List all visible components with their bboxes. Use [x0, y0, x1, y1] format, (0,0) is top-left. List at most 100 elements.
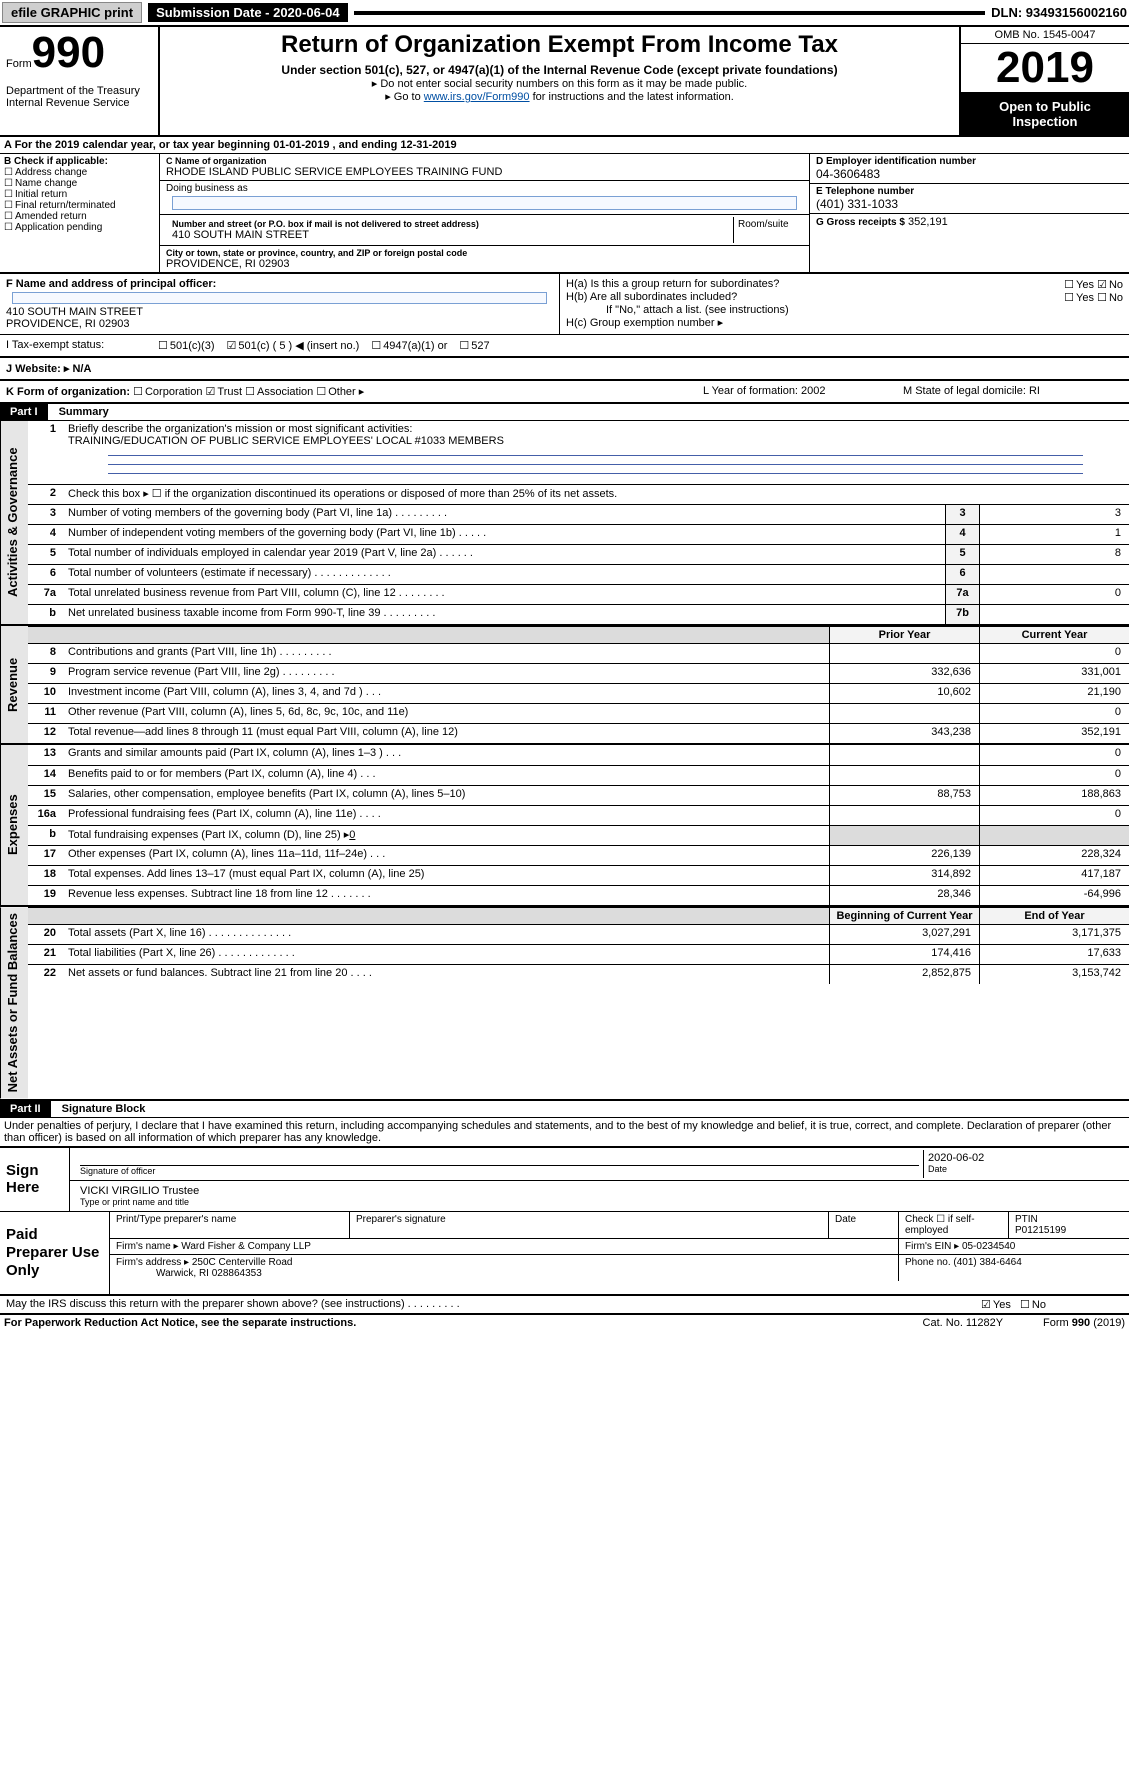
- chk-address-change[interactable]: Address change: [4, 167, 155, 178]
- officer-addr1: 410 SOUTH MAIN STREET: [6, 306, 553, 318]
- tax-year: 2019: [961, 44, 1129, 93]
- dln-label: DLN: 93493156002160: [991, 5, 1127, 20]
- line-19-curr: -64,996: [979, 886, 1129, 905]
- box-d-e-g: D Employer identification number 04-3606…: [809, 154, 1129, 272]
- line-22-eoy: 3,153,742: [979, 965, 1129, 984]
- chk-other[interactable]: [316, 386, 328, 398]
- chk-application-pending[interactable]: Application pending: [4, 222, 155, 233]
- line-9-label: Program service revenue (Part VIII, line…: [62, 664, 829, 683]
- line-21-eoy: 17,633: [979, 945, 1129, 964]
- box-b-header: B Check if applicable:: [4, 156, 155, 167]
- officer-name-title: VICKI VIRGILIO Trustee: [80, 1185, 1119, 1197]
- website-row: J Website: ▸ N/A: [0, 358, 1129, 381]
- sign-date-label: Date: [928, 1164, 1119, 1174]
- prior-year-header: Prior Year: [829, 627, 979, 643]
- submission-date-label: Submission Date - 2020-06-04: [148, 3, 348, 22]
- discuss-no[interactable]: [1020, 1299, 1032, 1311]
- line-18-prior: 314,892: [829, 866, 979, 885]
- status-label: I Tax-exempt status:: [6, 339, 146, 352]
- phone-label: E Telephone number: [816, 186, 1123, 197]
- chk-4947[interactable]: [371, 340, 383, 352]
- revenue-section: Revenue Prior YearCurrent Year 8Contribu…: [0, 626, 1129, 745]
- hb-yes[interactable]: [1064, 292, 1076, 304]
- open-to-public: Open to Public Inspection: [961, 93, 1129, 135]
- chk-amended-return[interactable]: Amended return: [4, 211, 155, 222]
- line-4-value: 1: [979, 525, 1129, 544]
- part-ii-header: Part II Signature Block: [0, 1101, 1129, 1118]
- firm-name: Ward Fisher & Company LLP: [181, 1241, 311, 1252]
- year-box: OMB No. 1545-0047 2019 Open to Public In…: [959, 27, 1129, 135]
- part-ii-badge: Part II: [0, 1101, 51, 1117]
- ptin-value: P01215199: [1015, 1225, 1066, 1236]
- prep-date-hdr: Date: [829, 1212, 899, 1238]
- ein-label: D Employer identification number: [816, 156, 1123, 167]
- line-12-curr: 352,191: [979, 724, 1129, 743]
- main-info: B Check if applicable: Address change Na…: [0, 154, 1129, 274]
- line-13-curr: 0: [979, 745, 1129, 765]
- chk-assoc[interactable]: [245, 386, 257, 398]
- chk-501c[interactable]: [227, 340, 239, 352]
- firm-ein-label: Firm's EIN ▸: [905, 1241, 959, 1252]
- line-16a-prior: [829, 806, 979, 825]
- line-1-label: Briefly describe the organization's miss…: [68, 423, 412, 435]
- line-18-label: Total expenses. Add lines 13–17 (must eq…: [62, 866, 829, 885]
- line-12-label: Total revenue—add lines 8 through 11 (mu…: [62, 724, 829, 743]
- line-12-prior: 343,238: [829, 724, 979, 743]
- topbar: efile GRAPHIC print Submission Date - 20…: [0, 0, 1129, 27]
- cat-number: Cat. No. 11282Y: [923, 1317, 1004, 1329]
- ha-yes[interactable]: [1064, 279, 1076, 291]
- klm-row: K Form of organization: Corporation Trus…: [0, 381, 1129, 404]
- chk-initial-return[interactable]: Initial return: [4, 189, 155, 200]
- line-11-label: Other revenue (Part VIII, column (A), li…: [62, 704, 829, 723]
- title-box: Return of Organization Exempt From Incom…: [160, 27, 959, 135]
- gov-section: Activities & Governance 1 Briefly descri…: [0, 421, 1129, 626]
- hb-note: If "No," attach a list. (see instruction…: [566, 304, 1123, 316]
- line-2: Check this box ▸ ☐ if the organization d…: [62, 485, 1129, 504]
- line-7b-value: [979, 605, 1129, 624]
- prep-sig-hdr: Preparer's signature: [350, 1212, 829, 1238]
- form990-link[interactable]: www.irs.gov/Form990: [424, 91, 530, 103]
- ha-label: H(a) Is this a group return for subordin…: [566, 278, 779, 291]
- line-20-eoy: 3,171,375: [979, 925, 1129, 944]
- line-22-boy: 2,852,875: [829, 965, 979, 984]
- footer: For Paperwork Reduction Act Notice, see …: [0, 1315, 1129, 1331]
- line-9-prior: 332,636: [829, 664, 979, 683]
- officer-name: [12, 292, 547, 304]
- efile-print-button[interactable]: efile GRAPHIC print: [2, 2, 142, 23]
- line-11-prior: [829, 704, 979, 723]
- form-id-box: Form990 Department of the Treasury Inter…: [0, 27, 160, 135]
- chk-name-change[interactable]: Name change: [4, 178, 155, 189]
- firm-ein: 05-0234540: [962, 1241, 1015, 1252]
- box-c: C Name of organization RHODE ISLAND PUBL…: [160, 154, 809, 272]
- line-9-curr: 331,001: [979, 664, 1129, 683]
- org-name: RHODE ISLAND PUBLIC SERVICE EMPLOYEES TR…: [166, 166, 803, 178]
- declaration: Under penalties of perjury, I declare th…: [0, 1118, 1129, 1146]
- website-label: J Website: ▸: [6, 363, 69, 375]
- line-16b-prior: [829, 826, 979, 845]
- chk-527[interactable]: [459, 340, 471, 352]
- chk-501c3[interactable]: [158, 340, 170, 352]
- chk-corp[interactable]: [133, 386, 145, 398]
- box-f: F Name and address of principal officer:…: [0, 274, 560, 334]
- chk-final-return[interactable]: Final return/terminated: [4, 200, 155, 211]
- line-7b-label: Net unrelated business taxable income fr…: [62, 605, 945, 624]
- form-footer: Form 990 (2019): [1043, 1317, 1125, 1329]
- line-15-label: Salaries, other compensation, employee b…: [62, 786, 829, 805]
- form-title: Return of Organization Exempt From Incom…: [168, 31, 951, 59]
- line-11-curr: 0: [979, 704, 1129, 723]
- chk-trust[interactable]: [206, 386, 218, 398]
- discuss-yes[interactable]: [981, 1299, 993, 1311]
- line-3-label: Number of voting members of the governin…: [62, 505, 945, 524]
- ha-no[interactable]: [1097, 279, 1109, 291]
- line-10-prior: 10,602: [829, 684, 979, 703]
- line-5-label: Total number of individuals employed in …: [62, 545, 945, 564]
- paperwork-notice: For Paperwork Reduction Act Notice, see …: [4, 1317, 356, 1329]
- sign-here-block: Sign Here Signature of officer 2020-06-0…: [0, 1146, 1129, 1295]
- website-value: N/A: [72, 363, 91, 375]
- prep-selfemp-hdr: Check ☐ if self-employed: [899, 1212, 1009, 1238]
- box-m: M State of legal domicile: RI: [903, 385, 1123, 398]
- officer-signature[interactable]: [80, 1152, 919, 1166]
- line-4-label: Number of independent voting members of …: [62, 525, 945, 544]
- hb-no[interactable]: [1097, 292, 1109, 304]
- box-k: K Form of organization: Corporation Trus…: [6, 385, 703, 398]
